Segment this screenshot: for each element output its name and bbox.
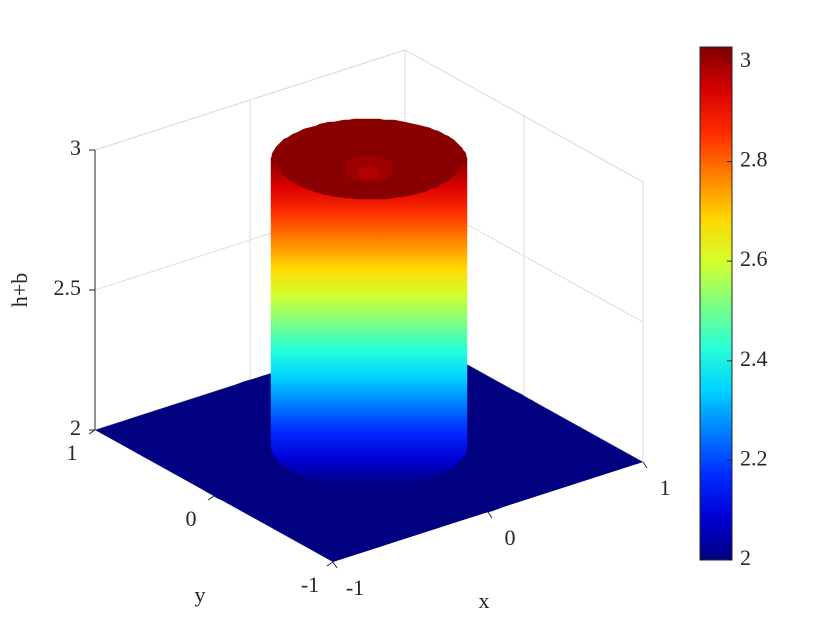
y-tick-label: 1 xyxy=(67,440,78,465)
y-tick-label: -1 xyxy=(301,572,319,597)
z-axis-label: h+b xyxy=(7,273,32,307)
y-tick xyxy=(207,495,215,501)
colorbar-tick-label: 2.8 xyxy=(740,147,768,172)
x-axis-label: x xyxy=(479,588,490,613)
x-tick-label: -1 xyxy=(346,575,364,600)
x-tick xyxy=(487,511,493,519)
z-tick-label: 3 xyxy=(70,135,81,160)
y-axis-label: y xyxy=(195,582,206,607)
x-tick xyxy=(642,461,648,469)
colorbar-tick-label: 2 xyxy=(740,545,751,570)
z-tick-label: 2 xyxy=(70,415,81,440)
y-tick xyxy=(88,429,96,435)
x-tick xyxy=(332,561,338,569)
y-tick-label: 0 xyxy=(186,506,197,531)
colorbar xyxy=(699,46,733,561)
x-tick-label: 1 xyxy=(660,475,671,500)
colorbar-tick-label: 2.4 xyxy=(740,346,768,371)
surface-ring xyxy=(356,166,382,180)
colorbar-tick-label: 2.6 xyxy=(740,246,768,271)
z-tick-label: 2.5 xyxy=(54,275,82,300)
colorbar-tick-label: 2.2 xyxy=(740,445,768,470)
x-tick-label: 0 xyxy=(505,525,516,550)
colorbar-tick-label: 3 xyxy=(740,47,751,72)
y-tick xyxy=(326,561,334,567)
grid-line xyxy=(94,49,644,183)
surface-ring xyxy=(270,118,468,488)
